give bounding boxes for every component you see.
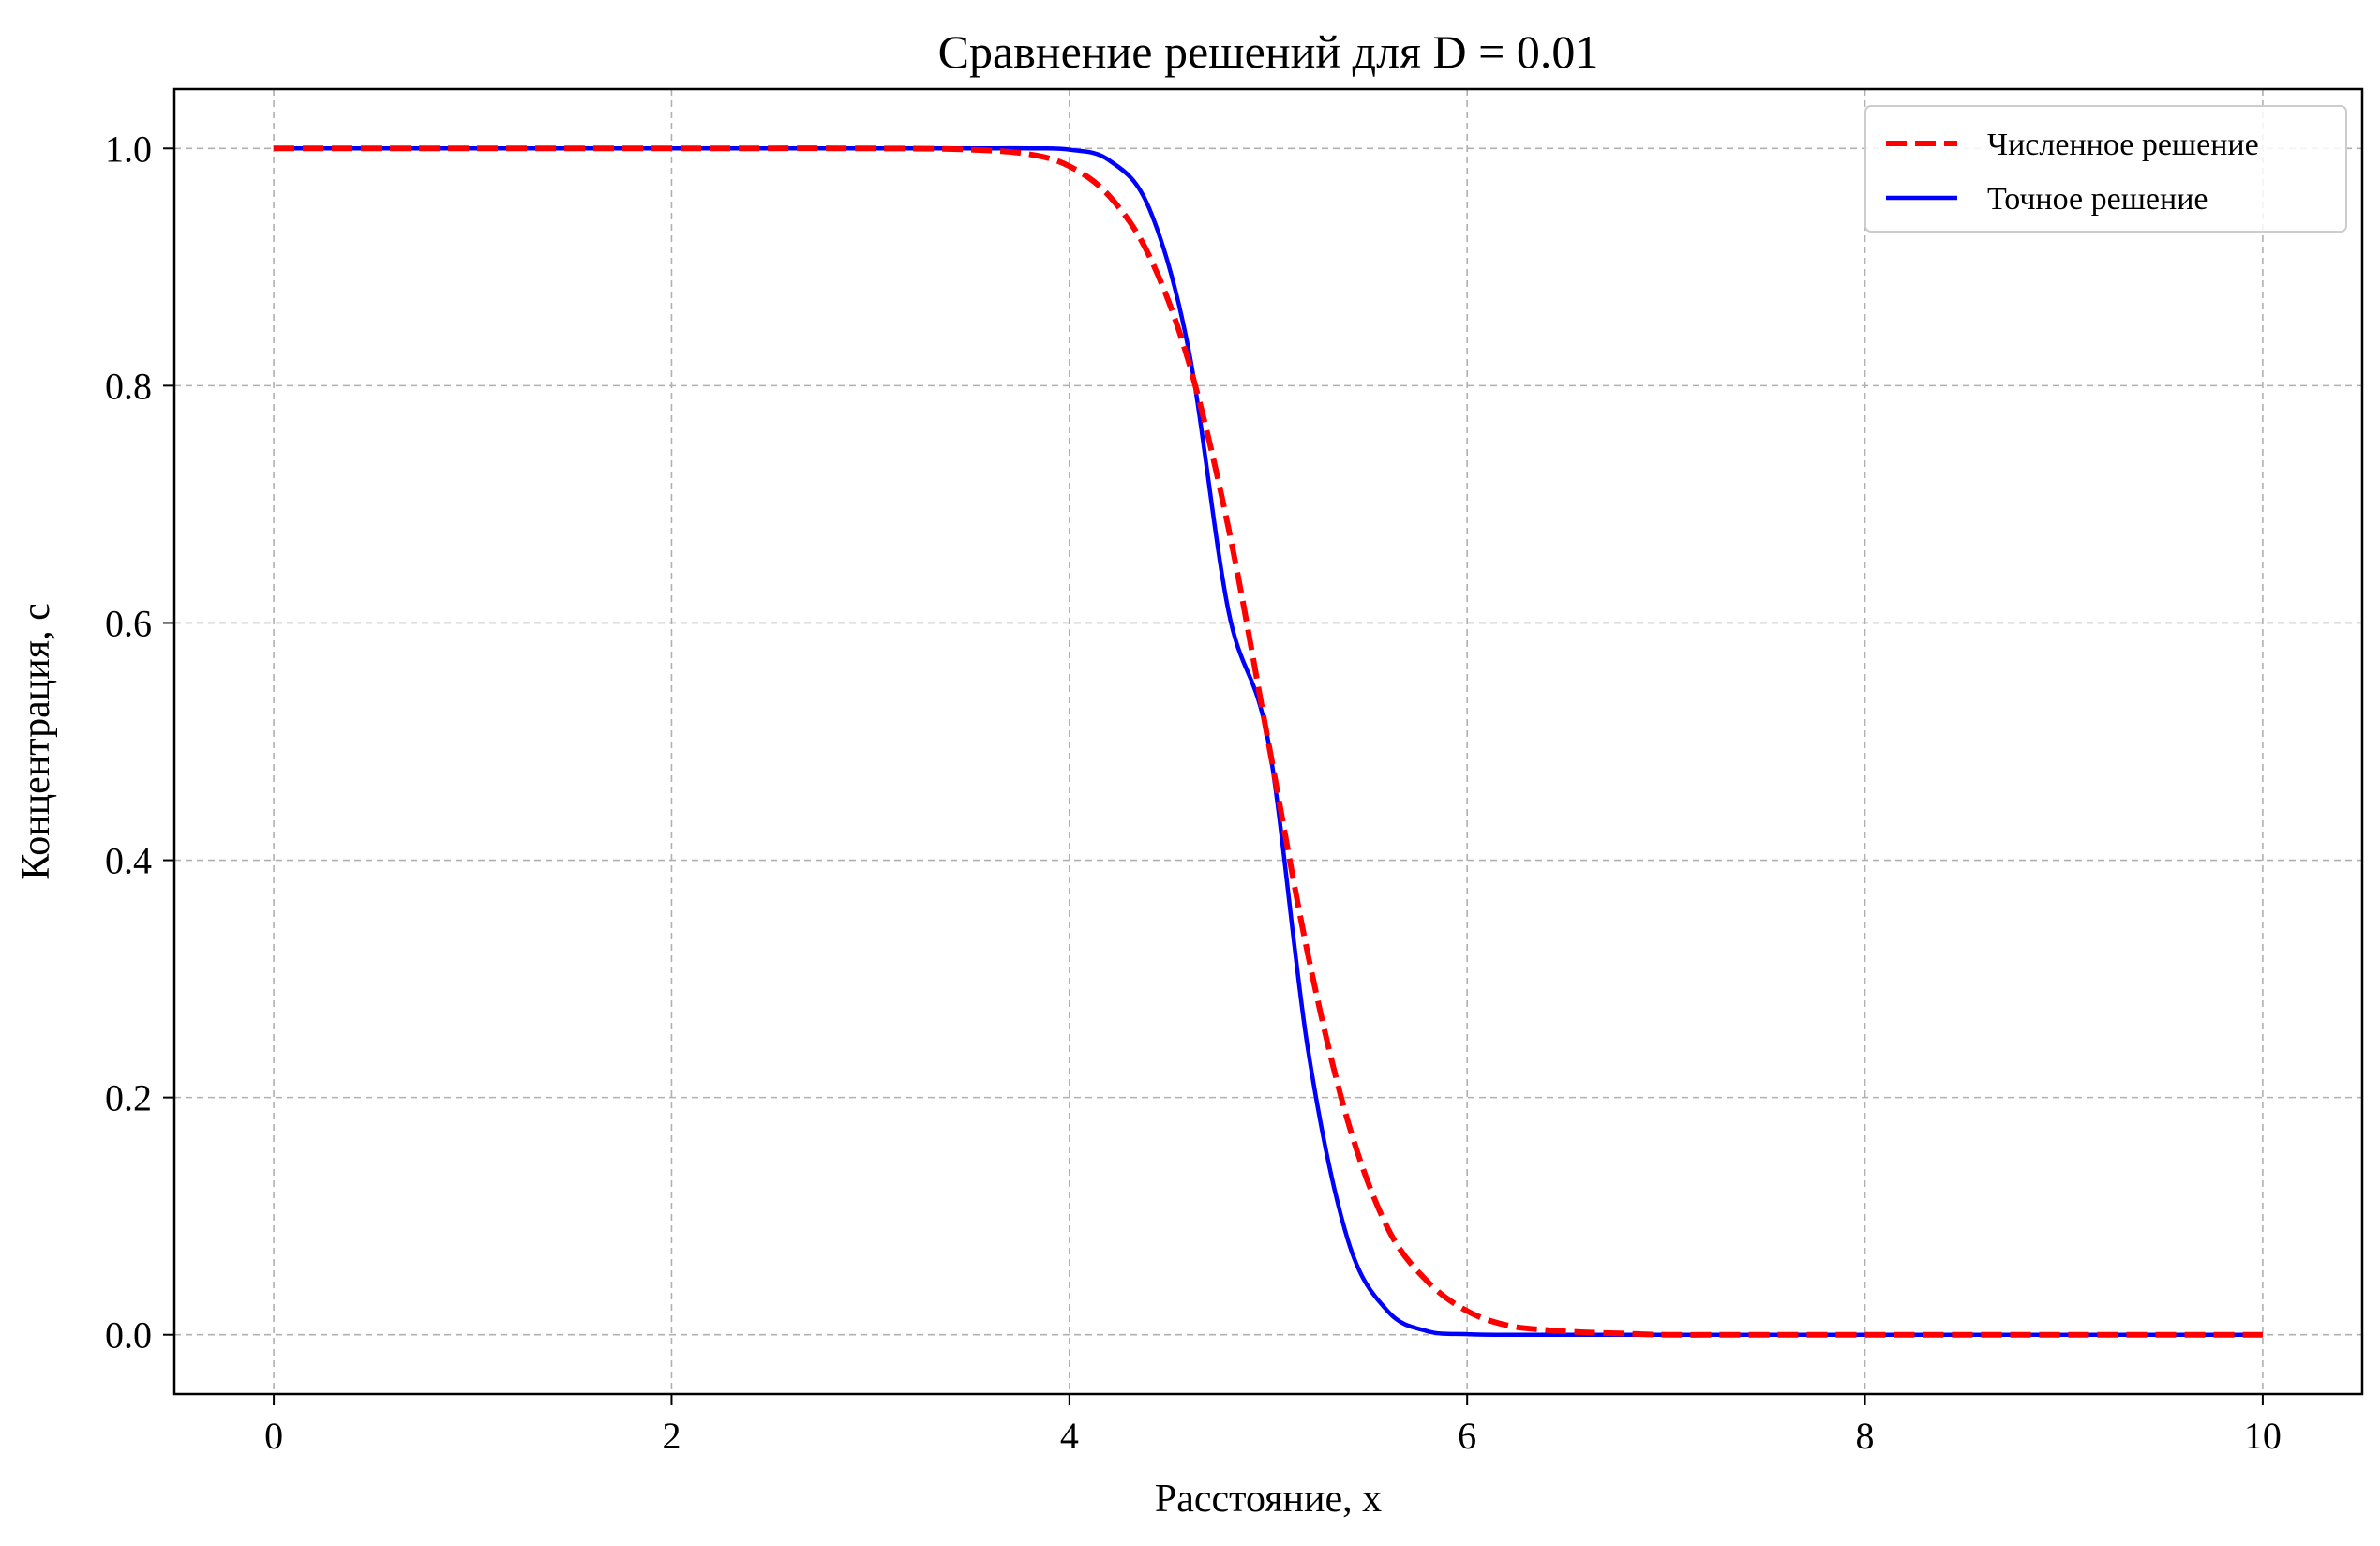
x-tick-label: 6 [1458, 1415, 1476, 1457]
y-axis-label: Концентрация, с [15, 603, 58, 879]
ticks: 0 2 4 6 8 10 0.0 0.2 0.4 0.6 0.8 1.0 [105, 128, 2282, 1457]
y-tick-label: 0.6 [105, 602, 152, 644]
x-tick-label: 0 [264, 1415, 283, 1457]
x-tick-label: 8 [1856, 1415, 1875, 1457]
y-tick-label: 0.0 [105, 1314, 152, 1357]
y-tick-label: 0.8 [105, 365, 152, 407]
legend-box [1864, 105, 2347, 233]
x-axis-label: Расстояние, x [1155, 1478, 1382, 1521]
x-tick-label: 2 [662, 1415, 681, 1457]
plot-frame [172, 87, 2364, 1396]
numerical-solution-line [274, 145, 2263, 1338]
y-tick-label: 1.0 [105, 128, 152, 170]
x-tick-label: 4 [1060, 1415, 1079, 1457]
legend-label: Точное решение [1987, 182, 2208, 217]
legend-label: Численное решение [1987, 128, 2259, 162]
series-layer [274, 145, 2263, 1338]
y-tick-label: 0.4 [105, 840, 152, 882]
legend: Численное решение Точное решение [1864, 105, 2347, 233]
y-tick-label: 0.2 [105, 1077, 152, 1119]
x-tick-label: 10 [2244, 1415, 2282, 1457]
chart-title: Сравнение решений для D = 0.01 [938, 25, 1599, 78]
